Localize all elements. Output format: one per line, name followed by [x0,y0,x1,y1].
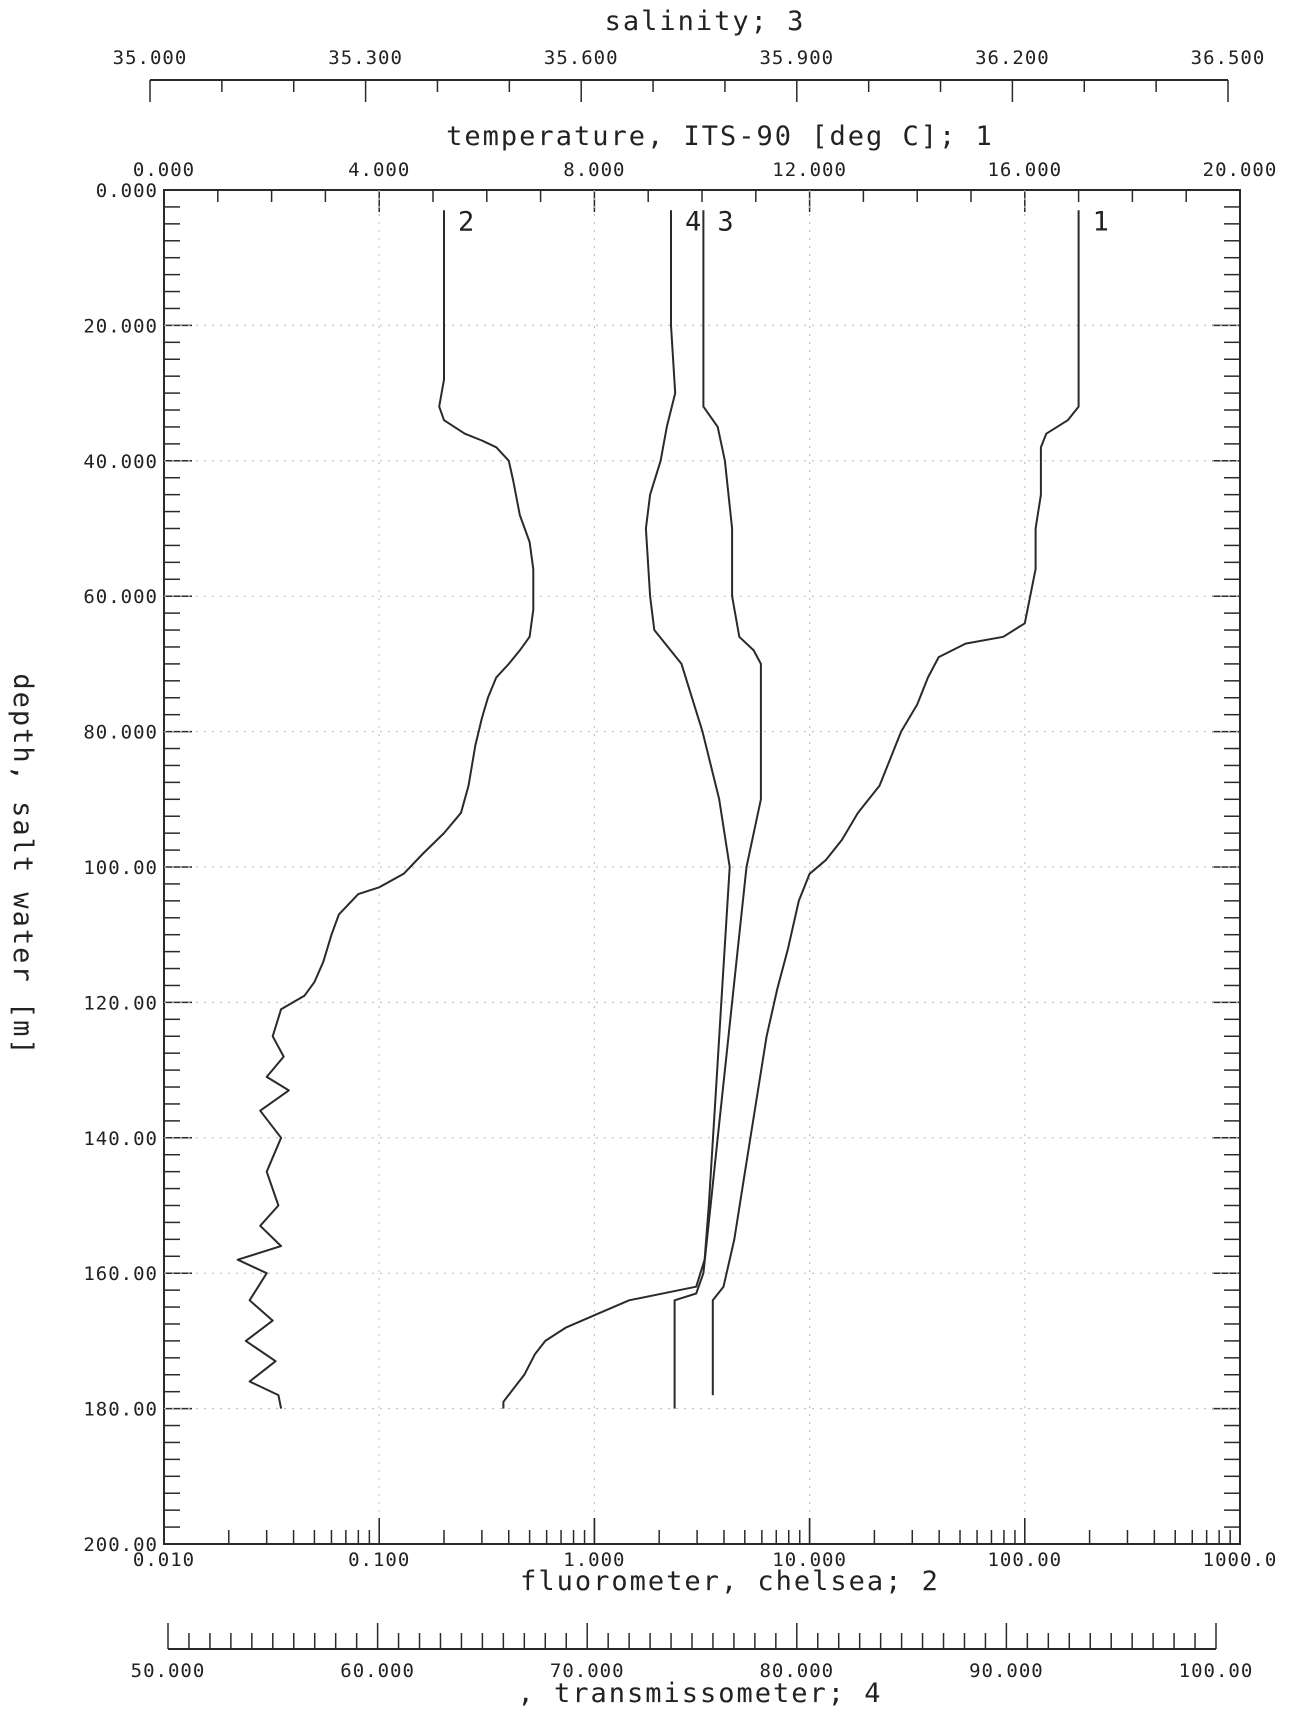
fluorometer-tick-label: 10.000 [772,1549,847,1571]
depth-tick-label: 20.000 [83,315,158,337]
temperature-tick-label: 8.000 [563,159,625,181]
depth-axis: 0.000 20.000 40.000 60.000 80.000 100.00 120.0… [7,180,1240,1556]
series-tag-4: 4 [685,206,701,237]
temperature-tick-label: 12.000 [772,159,847,181]
depth-tick-label: 160.00 [83,1263,158,1285]
transmissometer-tick-label: 100.00 [1179,1660,1254,1682]
series-line-1 [711,210,1080,1396]
salinity-axis-title: salinity; 3 [605,6,806,37]
temperature-axis-title: temperature, ITS-90 [deg C]; 1 [446,121,994,152]
salinity-tick-label: 35.600 [544,47,619,69]
fluorometer-tick-label: 0.010 [133,1549,195,1571]
series-line-2 [236,210,535,1409]
depth-tick-label: 120.00 [83,992,158,1014]
transmissometer-tick-label: 80.000 [759,1660,834,1682]
fluorometer-tick-label: 0.100 [348,1549,410,1571]
salinity-tick-label: 35.900 [759,47,834,69]
fluorometer-axis-title: fluorometer, chelsea; 2 [520,1566,940,1597]
fluorometer-tick-label: 1.000 [563,1549,625,1571]
depth-tick-label: 0.000 [96,180,158,202]
temperature-tick-label: 0.000 [133,159,195,181]
temperature-tick-label: 4.000 [348,159,410,181]
temperature-tick-label: 20.000 [1203,159,1278,181]
series-tag-1: 1 [1093,206,1109,237]
series-tag-3: 3 [717,206,733,237]
series-line-3 [673,210,762,1409]
fluorometer-tick-label: 100.00 [987,1549,1062,1571]
salinity-tick-label: 36.500 [1191,47,1266,69]
depth-tick-label: 180.00 [83,1399,158,1421]
salinity-tick-label: 35.300 [328,47,403,69]
depth-tick-label: 100.00 [83,857,158,879]
series-tag-2: 2 [458,206,474,237]
salinity-tick-label: 35.000 [113,47,188,69]
temperature-tick-label: 16.000 [987,159,1062,181]
fluorometer-axis: 0.010 0.100 1.000 10.000 100.00 1000.0 fluoro… [133,1518,1278,1597]
depth-tick-label: 40.000 [83,451,158,473]
depth-tick-label: 80.000 [83,722,158,744]
transmissometer-axis: 50.000 60.000 70.000 80.000 90.000 100.00 , t… [131,1623,1254,1709]
transmissometer-tick-label: 60.000 [340,1660,415,1682]
fluorometer-tick-label: 1000.0 [1203,1549,1278,1571]
transmissometer-tick-label: 50.000 [131,1660,206,1682]
salinity-axis: salinity; 3 35.000 35.300 35.600 35.900 36.2… [113,6,1266,102]
depth-tick-label: 60.000 [83,586,158,608]
transmissometer-axis-title: , transmissometer; 4 [517,1678,882,1709]
series-line-4 [502,210,731,1409]
depth-tick-label: 200.00 [83,1534,158,1556]
depth-tick-label: 140.00 [83,1128,158,1150]
salinity-tick-label: 36.200 [975,47,1050,69]
temperature-axis: temperature, ITS-90 [deg C]; 1 0.000 4.00… [133,121,1278,212]
transmissometer-tick-label: 70.000 [550,1660,625,1682]
series-layer: 1 2 34 [236,206,1109,1409]
depth-axis-title: depth, salt water [m] [7,673,38,1056]
transmissometer-tick-label: 90.000 [969,1660,1044,1682]
